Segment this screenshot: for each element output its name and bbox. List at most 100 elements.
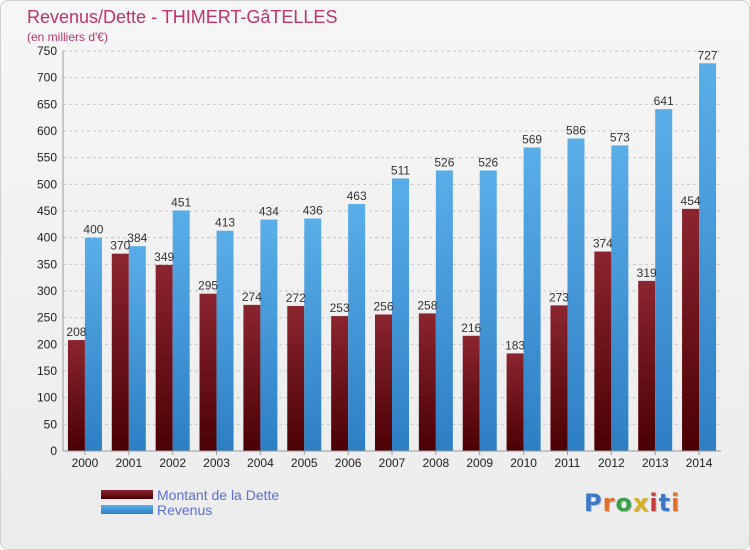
value-label-revenus-2000: 400 [83, 223, 103, 237]
x-tick-label-2013: 2013 [642, 456, 669, 470]
value-label-dette-2013: 319 [637, 266, 657, 280]
logo-letter: i [671, 489, 681, 517]
logo-letter: t [658, 489, 672, 517]
bar-dette-2006 [331, 316, 349, 451]
value-label-revenus-2004: 434 [259, 205, 279, 219]
value-label-revenus-2003: 413 [215, 216, 235, 230]
y-tick-label-650: 650 [37, 97, 57, 111]
bar-dette-2003 [199, 293, 217, 451]
value-label-dette-2003: 295 [198, 279, 218, 293]
bar-revenus-2006 [348, 204, 366, 451]
bar-dette-2013 [638, 280, 656, 451]
value-label-revenus-2014: 727 [698, 48, 718, 62]
bars-layer [67, 63, 717, 452]
value-label-dette-2014: 454 [681, 194, 701, 208]
bar-dette-2002 [155, 264, 173, 451]
x-tick-label-2003: 2003 [203, 456, 230, 470]
value-label-dette-2004: 274 [242, 290, 262, 304]
bar-dette-2012 [594, 251, 612, 451]
x-tick-label-2005: 2005 [291, 456, 318, 470]
value-label-dette-2008: 258 [417, 298, 437, 312]
x-tick-label-2014: 2014 [686, 456, 713, 470]
bar-revenus-2004 [260, 219, 278, 451]
x-tick-label-2011: 2011 [555, 456, 581, 470]
bar-revenus-2011 [567, 138, 585, 451]
legend-item-revenus: Revenus [101, 501, 279, 518]
value-label-dette-2001: 370 [110, 239, 130, 253]
x-tick-label-2007: 2007 [379, 456, 406, 470]
x-tick-label-2009: 2009 [466, 456, 493, 470]
legend-label-dette: Montant de la Dette [157, 486, 280, 503]
legend: Montant de la Dette Revenus [101, 486, 280, 518]
bar-dette-2005 [287, 305, 305, 451]
value-label-revenus-2012: 573 [610, 130, 630, 144]
value-label-revenus-2013: 641 [654, 94, 674, 108]
bar-dette-2011 [550, 305, 568, 451]
value-label-dette-2005: 272 [286, 291, 306, 305]
y-tick-label-500: 500 [37, 177, 57, 191]
y-tick-label-600: 600 [37, 124, 57, 138]
y-tick-label-200: 200 [37, 337, 57, 351]
bar-dette-2010 [506, 353, 524, 451]
bar-revenus-2012 [611, 145, 629, 451]
y-tick-label-250: 250 [37, 311, 57, 325]
y-tick-label-550: 550 [37, 151, 57, 165]
value-label-revenus-2011: 586 [566, 123, 586, 137]
bar-revenus-2001 [128, 246, 146, 451]
logo-letter: o [615, 489, 633, 517]
logo-letter: i [649, 489, 659, 517]
y-tick-label-100: 100 [37, 391, 57, 405]
value-label-revenus-2001: 384 [127, 231, 147, 245]
bar-revenus-2007 [392, 178, 409, 451]
bar-revenus-2005 [304, 218, 322, 451]
x-tick-label-2006: 2006 [335, 456, 362, 470]
bar-dette-2014 [682, 208, 700, 451]
legend-swatch-revenus [101, 505, 153, 514]
chart-title: Revenus/Dette - THIMERT-GâTELLES [27, 7, 338, 27]
value-label-dette-2012: 374 [593, 237, 613, 251]
bar-dette-2004 [243, 304, 261, 451]
bar-revenus-2013 [655, 109, 673, 451]
x-tick-label-2012: 2012 [598, 456, 625, 470]
value-label-revenus-2009: 526 [478, 155, 498, 169]
bar-dette-2009 [462, 335, 480, 451]
chart-subtitle: (en milliers d'€) [27, 30, 108, 44]
x-tick-label-2001: 2001 [115, 456, 142, 470]
bar-revenus-2002 [172, 210, 190, 451]
value-label-revenus-2006: 463 [347, 189, 367, 203]
y-tick-label-150: 150 [37, 364, 57, 378]
y-tick-label-0: 0 [50, 444, 57, 458]
x-tick-label-2004: 2004 [247, 456, 274, 470]
bar-revenus-2009 [479, 170, 497, 451]
value-label-revenus-2002: 451 [171, 195, 191, 209]
bar-revenus-2010 [523, 147, 541, 452]
value-label-revenus-2008: 526 [434, 155, 454, 169]
value-label-dette-2007: 256 [373, 299, 393, 313]
value-label-dette-2000: 208 [66, 325, 86, 339]
logo-letter: P [584, 489, 603, 517]
x-tick-label-2008: 2008 [423, 456, 450, 470]
legend-swatch-dette [101, 490, 153, 499]
x-tick-label-2000: 2000 [72, 456, 99, 470]
value-label-dette-2011: 273 [549, 290, 569, 304]
x-tick-label-2010: 2010 [510, 456, 537, 470]
y-tick-label-450: 450 [37, 204, 57, 218]
y-tick-label-300: 300 [37, 284, 57, 298]
value-label-dette-2010: 183 [505, 338, 525, 352]
value-label-revenus-2005: 436 [303, 203, 323, 217]
bar-revenus-2008 [435, 170, 453, 451]
value-label-dette-2006: 253 [330, 301, 350, 315]
legend-item-dette: Montant de la Dette [101, 486, 280, 503]
legend-label-revenus: Revenus [157, 501, 213, 518]
value-label-dette-2002: 349 [154, 250, 174, 264]
value-label-revenus-2007: 511 [391, 163, 410, 177]
bar-dette-2001 [111, 253, 129, 451]
proxiti-logo: Proxiti [584, 489, 680, 517]
bar-dette-2000 [67, 340, 85, 451]
logo-letter: x [632, 489, 650, 517]
value-label-dette-2009: 216 [461, 321, 481, 335]
y-tick-label-750: 750 [37, 44, 57, 58]
